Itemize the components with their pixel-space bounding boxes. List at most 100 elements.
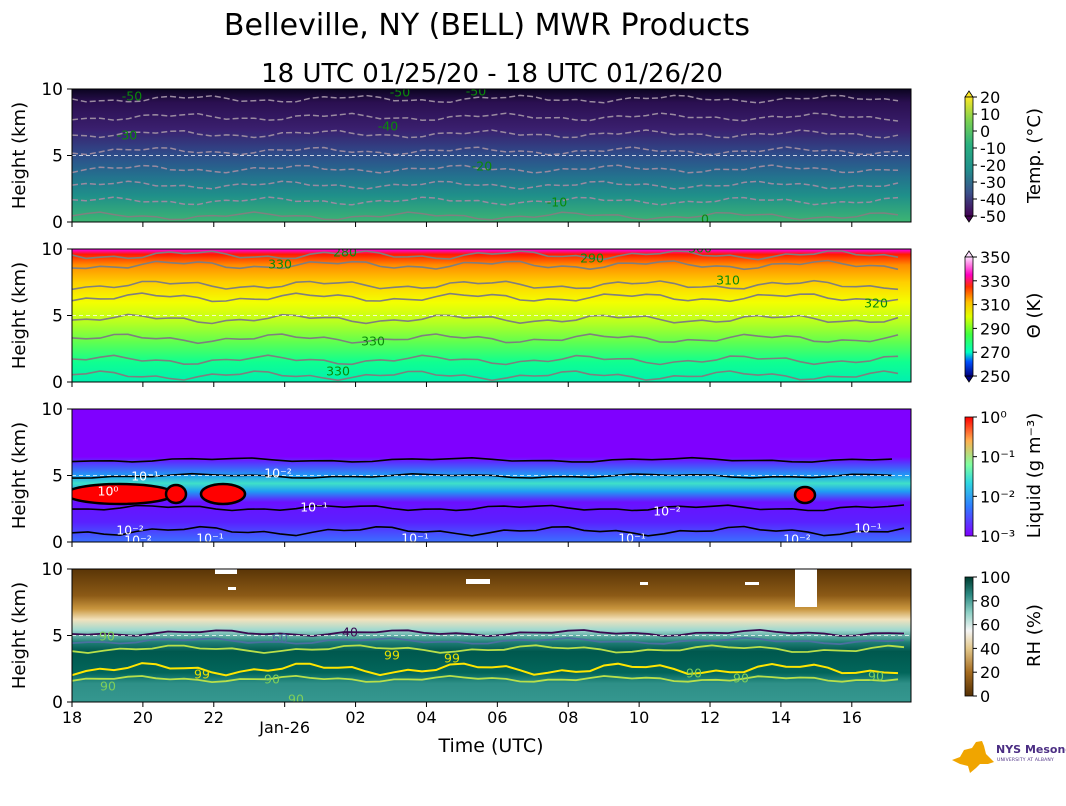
colorbar-tick-label: -30	[980, 173, 1006, 192]
y-axis-label: Height (km)	[9, 422, 30, 529]
panel-theta-background	[72, 249, 911, 382]
colorbar-tick-label: 290	[980, 319, 1011, 338]
x-axis-label: Time (UTC)	[437, 735, 543, 757]
contour-label: 10⁻²	[783, 532, 811, 547]
new-york-state-icon	[952, 741, 994, 773]
colorbar-tick-label: 0	[980, 687, 990, 706]
contour-label: 90	[868, 669, 884, 684]
rh-missing-data	[795, 569, 817, 607]
x-tick-label: 08	[558, 708, 578, 727]
colorbar-tick-label: 270	[980, 343, 1011, 362]
contour-label: -50	[122, 89, 142, 104]
colorbar-tick-label: 310	[980, 296, 1011, 315]
colorbar-extend-arrow	[964, 90, 974, 98]
contour-label: 90	[99, 629, 115, 644]
colorbar-tick-label: 40	[980, 639, 1000, 658]
contour-label: 99	[444, 651, 460, 666]
contour-label: 60	[272, 631, 288, 646]
contour-label: 10⁻¹	[854, 521, 882, 536]
contour-label: 330	[268, 257, 292, 272]
colorbar-tick-label: 60	[980, 616, 1000, 635]
y-tick-label: 10	[41, 400, 63, 420]
theta-contour-line	[72, 259, 899, 271]
rh-contour-line	[72, 636, 905, 646]
contour-label: -50	[390, 85, 410, 100]
contour-label: -30	[117, 128, 137, 143]
theta-contour-line	[72, 333, 899, 345]
contour-label: 330	[361, 334, 385, 349]
contour-label: 310	[716, 273, 740, 288]
liquid-contour-line	[72, 456, 893, 463]
x-tick-label: 04	[416, 708, 436, 727]
contour-label: -40	[378, 119, 398, 134]
colorbar-extend-arrow	[964, 250, 974, 258]
theta-contour-line	[72, 250, 899, 261]
colorbar-tick-label: 250	[980, 367, 1011, 386]
y-tick-label: 0	[52, 213, 63, 233]
rh-missing-data	[215, 569, 237, 574]
x-tick-label: 10	[629, 708, 649, 727]
y-tick-label: 0	[52, 533, 63, 553]
liquid-cloud-core	[199, 482, 247, 506]
panel-temperature-background	[72, 89, 911, 222]
colorbar-tick-label: -10	[980, 139, 1006, 158]
y-tick-label: 10	[41, 80, 63, 100]
contour-label: 10⁻²	[124, 533, 152, 548]
temp-contour-line	[72, 180, 899, 190]
logo-subtitle: UNIVERSITY AT ALBANY	[997, 758, 1054, 763]
contour-label: 10⁻¹	[401, 531, 429, 546]
colorbar-extend-arrow	[964, 375, 974, 383]
contour-label: -50	[466, 84, 486, 99]
colorbar-label: Θ (K)	[1024, 293, 1045, 339]
contour-label: 10⁻²	[653, 504, 681, 519]
x-tick-label: Jan-26	[258, 718, 310, 737]
contour-label: 90	[686, 666, 702, 681]
colorbar-tick-label: 20	[980, 88, 1000, 107]
temp-contour-line	[72, 112, 899, 122]
colorbar-label: RH (%)	[1024, 604, 1045, 667]
y-tick-label: 5	[52, 307, 63, 327]
temp-contour-line	[72, 129, 899, 139]
colorbar-tick-label: 20	[980, 663, 1000, 682]
x-tick-label: 16	[842, 708, 862, 727]
rh-contour-line	[72, 628, 905, 638]
colorbar-theta: 350 330 310 290 270 250 Θ (K)	[964, 248, 1045, 386]
rh-missing-data	[640, 582, 648, 585]
contour-label: 0	[701, 212, 709, 227]
contour-label: 90	[100, 679, 116, 694]
temp-contour-line	[72, 94, 899, 104]
rh-contour-line	[72, 662, 899, 677]
contour-label: -10	[547, 195, 567, 210]
chart-title: Belleville, NY (BELL) MWR Products	[224, 8, 750, 43]
colorbar-temperature-bar	[964, 96, 974, 217]
colorbar-tick-label: 10⁻³	[980, 527, 1015, 546]
colorbar-tick-label: -50	[980, 207, 1006, 226]
y-tick-label: 0	[52, 693, 63, 713]
y-tick-label: 5	[52, 147, 63, 167]
colorbar-rh-bar	[964, 576, 974, 697]
contour-label: -20	[472, 159, 492, 174]
colorbar-tick-label: 10⁻¹	[980, 448, 1015, 467]
temp-contour-line	[72, 211, 899, 221]
contour-label: 40	[342, 625, 358, 640]
colorbar-theta-bar	[964, 256, 974, 377]
y-tick-label: 0	[52, 373, 63, 393]
colorbar-liquid: 10⁰ 10⁻¹ 10⁻² 10⁻³ Liquid (g m⁻³)	[964, 408, 1045, 546]
contour-label: 330	[326, 364, 350, 379]
liquid-contour-line	[72, 504, 905, 512]
colorbar-label: Temp. (°C)	[1024, 108, 1045, 204]
colorbar-tick-label: 100	[980, 568, 1011, 587]
colorbar-tick-label: 80	[980, 592, 1000, 611]
logo-brand-name: Mesonet	[1024, 743, 1066, 756]
liquid-cloud-core	[164, 483, 188, 505]
contour-label: 90	[733, 671, 749, 686]
y-tick-label: 10	[41, 560, 63, 580]
y-axis-label: Height (km)	[9, 262, 30, 369]
colorbar-label: Liquid (g m⁻³)	[1024, 413, 1045, 538]
rh-contour-line	[72, 644, 905, 654]
contour-label: 99	[194, 667, 210, 682]
theta-contour-line	[72, 292, 899, 303]
